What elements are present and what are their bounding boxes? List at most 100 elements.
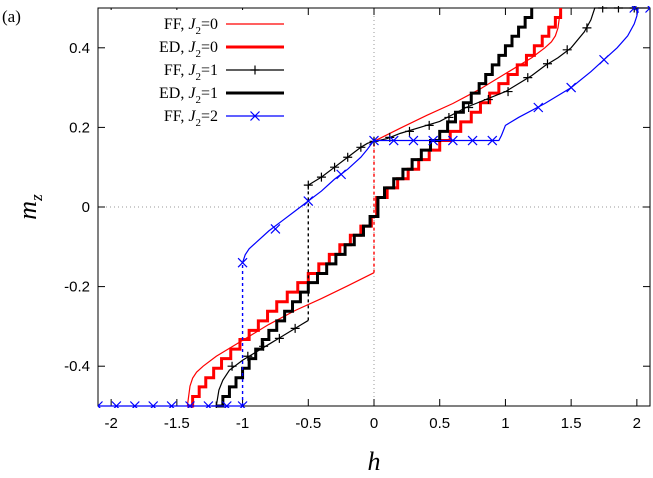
legend-symbol: J bbox=[188, 85, 196, 102]
series-point bbox=[542, 59, 552, 69]
panel-label: (a) bbox=[2, 7, 21, 26]
series-point bbox=[129, 401, 140, 408]
y-tick-label: 0.2 bbox=[69, 119, 90, 136]
y-tick-label: -0.4 bbox=[64, 358, 90, 375]
svg-text:mz: mz bbox=[13, 194, 46, 220]
series-line bbox=[216, 8, 534, 408]
x-tick-label: 1 bbox=[501, 415, 509, 432]
x-tick-label: -0.5 bbox=[295, 415, 321, 432]
legend-suffix: =1 bbox=[201, 85, 218, 102]
series-point bbox=[424, 120, 434, 130]
series-point bbox=[166, 401, 177, 408]
legend-sub: 2 bbox=[195, 94, 201, 106]
series-point bbox=[343, 152, 353, 162]
series-point bbox=[270, 223, 281, 234]
series-point bbox=[303, 180, 313, 190]
series-point bbox=[369, 135, 379, 146]
x-tick-label: 1.5 bbox=[561, 415, 582, 432]
legend-symbol: J bbox=[188, 108, 196, 125]
x-tick-label: 0 bbox=[370, 415, 378, 432]
series-point bbox=[237, 257, 248, 268]
y-tick-label: -0.2 bbox=[64, 279, 90, 296]
legend-marker bbox=[250, 111, 260, 121]
legend-sub: 2 bbox=[195, 117, 201, 129]
series-point bbox=[388, 135, 399, 146]
legend-label: FF, J2=1 bbox=[164, 62, 218, 83]
series-point bbox=[404, 126, 414, 136]
series-point bbox=[523, 73, 533, 83]
legend-label: FF, J2=0 bbox=[164, 16, 218, 37]
y-tick-label: 0 bbox=[82, 199, 90, 216]
series-point bbox=[185, 401, 195, 408]
series-point bbox=[336, 169, 347, 180]
series-point bbox=[447, 135, 458, 146]
series-line-segment bbox=[186, 272, 375, 407]
series-point bbox=[467, 135, 478, 146]
legend-prefix: FF, bbox=[164, 108, 189, 125]
series-point bbox=[599, 54, 609, 65]
legend-prefix: FF, bbox=[164, 62, 189, 79]
series-point bbox=[613, 6, 623, 13]
legend-symbol: J bbox=[188, 16, 196, 33]
series-point bbox=[464, 103, 474, 112]
legend-suffix: =1 bbox=[201, 62, 218, 79]
series-point bbox=[562, 45, 572, 55]
legend-entry: FF, J2=2 bbox=[164, 108, 284, 129]
legend-sub: 2 bbox=[195, 71, 201, 83]
legend-suffix: =2 bbox=[201, 108, 218, 125]
legend-label: FF, J2=2 bbox=[164, 108, 218, 129]
legend-marker bbox=[250, 65, 260, 75]
legend-label: ED, J2=1 bbox=[159, 85, 218, 106]
series-line-segment bbox=[307, 7, 650, 186]
legend-sub: 2 bbox=[195, 48, 201, 60]
series-point bbox=[582, 23, 592, 33]
series-point bbox=[487, 135, 498, 146]
series-point bbox=[316, 172, 326, 182]
series-point bbox=[227, 361, 237, 371]
series-point bbox=[203, 401, 214, 408]
legend-suffix: =0 bbox=[201, 39, 218, 56]
y-tick-label: 0.4 bbox=[69, 40, 90, 57]
x-tick-label: 2 bbox=[633, 415, 641, 432]
series-point bbox=[566, 82, 577, 93]
series-point bbox=[629, 6, 640, 13]
series-5 bbox=[98, 6, 650, 408]
legend-entry: ED, J2=0 bbox=[159, 39, 284, 60]
legend-sub: 2 bbox=[195, 25, 201, 37]
series-point bbox=[408, 135, 419, 146]
series-layer bbox=[98, 6, 650, 408]
x-tick-label: -1.5 bbox=[164, 415, 190, 432]
series-point bbox=[290, 323, 300, 333]
series-point bbox=[428, 135, 439, 146]
series-point bbox=[330, 162, 340, 172]
legend-box bbox=[110, 10, 292, 124]
y-axis-label-main: m bbox=[13, 201, 42, 220]
series-point bbox=[98, 401, 103, 408]
x-tick-label: 0.5 bbox=[429, 415, 450, 432]
legend: FF, J2=0ED, J2=0FF, J2=1ED, J2=1FF, J2=2 bbox=[110, 10, 292, 129]
series-point bbox=[221, 401, 232, 408]
y-axis-label: mz bbox=[13, 194, 46, 220]
series-point bbox=[645, 6, 650, 13]
legend-symbol: J bbox=[188, 39, 196, 56]
x-tick-label: -1 bbox=[236, 415, 249, 432]
reference-lines bbox=[98, 8, 650, 406]
y-axis-label-sub: z bbox=[27, 194, 46, 202]
series-point bbox=[111, 401, 122, 408]
series-point bbox=[483, 95, 493, 105]
series-point bbox=[274, 333, 284, 343]
axis-ticks: -2 -1.5 -1 -0.5 0 0.5 1 1.5 2 -0.4 -0.2 0 0.2 0.4 bbox=[64, 8, 650, 432]
series-point bbox=[148, 401, 159, 408]
series-point bbox=[356, 142, 366, 152]
legend-entry: ED, J2=1 bbox=[159, 85, 284, 106]
legend-suffix: =0 bbox=[201, 16, 218, 33]
series-point bbox=[598, 6, 608, 13]
legend-prefix: ED, bbox=[159, 39, 188, 56]
legend-label: ED, J2=0 bbox=[159, 39, 218, 60]
legend-prefix: ED, bbox=[159, 85, 188, 102]
series-4 bbox=[216, 8, 534, 408]
legend-prefix: FF, bbox=[164, 16, 189, 33]
series-point bbox=[533, 102, 544, 113]
x-tick-label: -2 bbox=[104, 415, 117, 432]
